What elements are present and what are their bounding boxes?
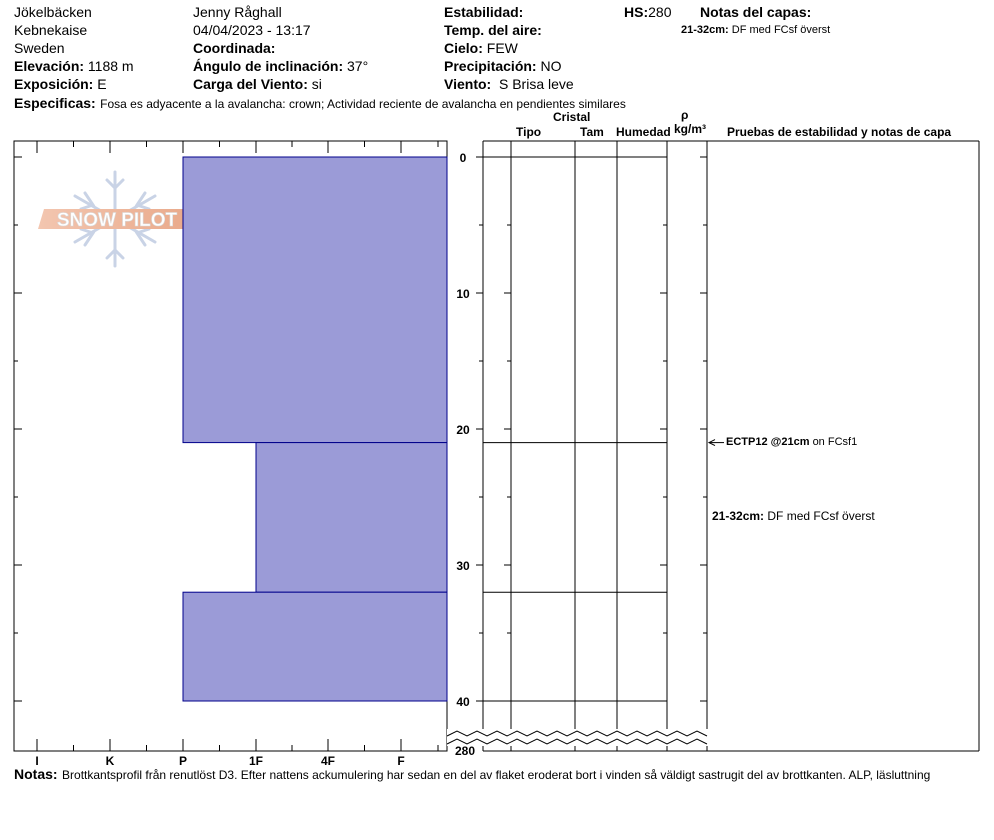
axis-break [446,729,717,746]
hardness-bars [182,156,448,702]
country: Sweden [14,40,65,56]
aspect-value: E [97,76,107,92]
observer: Jenny Råghall [193,4,282,20]
hardness-label: 4F [321,754,335,768]
hs-value: 280 [648,4,672,20]
slope-value: 37° [347,58,369,74]
precip-label: Precipitación: [444,58,537,74]
layer-note: 21-32cm: DF med FCsf överst [712,510,875,522]
air-temp-label: Temp. del aire: [444,22,542,38]
hs: HS:280 [624,5,671,19]
moisture-header: Humedad [616,125,671,139]
specifics: Especificas: Fosa es adyacente a la aval… [14,96,626,112]
stability-label: Estabilidad: [444,4,524,20]
layer-table [482,140,980,752]
location: Jökelbäcken [14,4,92,20]
logo-banner [38,209,195,229]
stability-test: ECTP12 @21cm on FCsf1 [726,435,858,448]
depth-labels: 0 10 20 30 40 280 [455,151,475,758]
hs-label: HS: [624,4,649,20]
elevation-label: Elevación: [14,58,85,74]
datetime: 04/04/2023 - 13:17 [193,22,311,38]
depth-label: 10 [456,287,470,301]
wind-value: S Brisa leve [498,76,574,92]
hardness-label: I [35,754,38,768]
region: Kebnekaise [14,22,88,38]
wind-label: Viento: [444,76,492,92]
logo-text: SNOW PILOT [57,210,178,231]
notes-text: Brottkantsprofil från renutlöst D3. Efte… [62,768,931,782]
depth-label-total: 280 [455,744,475,758]
size-header: Tam [580,125,604,139]
aspect-label: Exposición: [14,76,94,92]
layer-notes-label: Notas del capas: [700,4,812,20]
wind-load: Carga del Viento: si [193,77,322,91]
stability-test-marker [707,439,724,447]
hardness-bar [255,442,448,593]
layer-notes-summary: 21-32cm: DF med FCsf överst [681,25,830,36]
crystal-header: Cristal [553,110,591,124]
depth-label: 0 [460,151,467,165]
sky: Cielo: FEW [444,41,518,55]
hardness-label: K [106,754,115,768]
slope: Ángulo de inclinación: 37° [193,59,368,73]
layer-notes-range: 21-32cm: [681,24,729,36]
depth-label: 30 [456,559,470,573]
notes: Notas: Brottkantsprofil från renutlöst D… [14,767,930,783]
snowpilot-logo: SNOW PILOT [38,170,195,268]
hardness-label: 1F [249,754,263,768]
layer-note-text: DF med FCsf överst [767,509,875,524]
specifics-label: Especificas: [14,95,96,111]
rho-header: ρ [681,108,689,122]
aspect: Exposición: E [14,77,107,91]
depth-label: 20 [456,423,470,437]
elevation-value: 1188 m [87,58,134,74]
elevation: Elevación: 1188 m [14,59,134,73]
slope-label: Ángulo de inclinación: [193,58,344,74]
hardness-label: F [397,754,404,768]
notes-label: Notas: [14,766,58,782]
coordinate-label: Coordinada: [193,40,276,56]
wind-load-label: Carga del Viento: [193,76,308,92]
sky-value: FEW [486,40,518,56]
type-header: Tipo [516,125,542,139]
precip-value: NO [540,58,562,74]
sky-label: Cielo: [444,40,483,56]
tests-header: Pruebas de estabilidad y notas de capa [727,125,952,139]
wind-load-value: si [311,76,322,92]
hardness-labels: I K P 1F 4F F [35,754,404,768]
precipitation: Precipitación: NO [444,59,561,73]
layer-note-range: 21-32cm: [712,509,765,524]
stability-test-suffix: on FCsf1 [812,435,858,448]
stability-test-label: ECTP12 @21cm [726,435,810,448]
depth-label: 40 [456,695,470,709]
hardness-bar [182,156,448,444]
density-unit-header: kg/m³ [674,122,707,136]
wind: Viento: S Brisa leve [444,77,574,91]
hardness-bar [182,591,448,702]
hardness-label: P [179,754,187,768]
specifics-text: Fosa es adyacente a la avalancha: crown;… [100,97,626,111]
layer-notes-text: DF med FCsf överst [731,24,831,36]
layer-boundary-lines [483,156,667,702]
